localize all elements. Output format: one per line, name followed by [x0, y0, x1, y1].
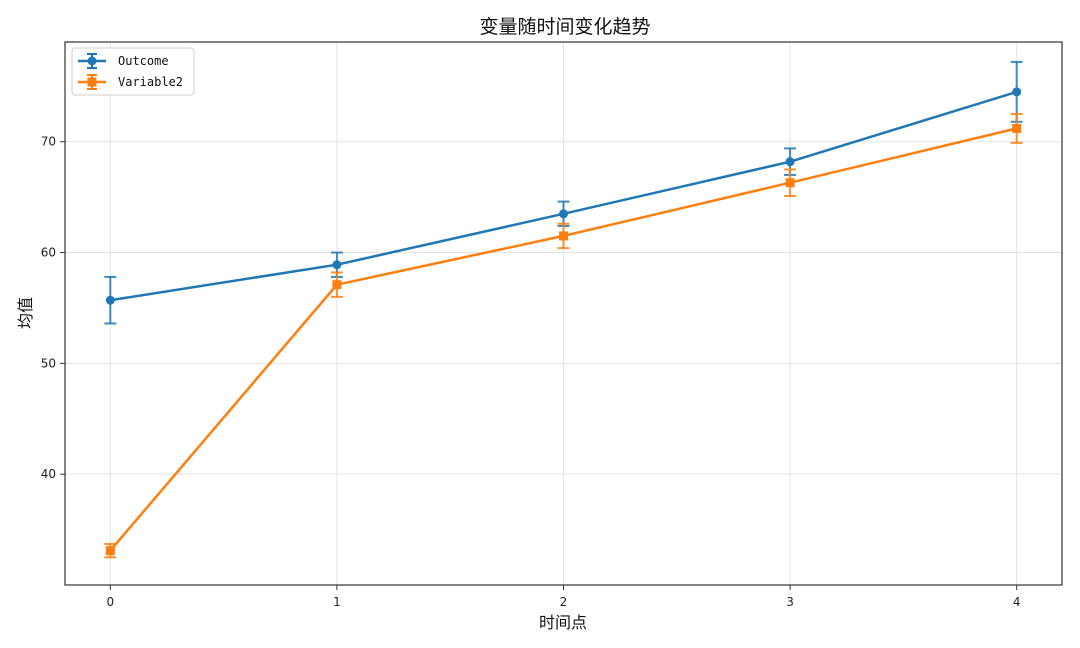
legend-marker-variable2 [87, 77, 97, 87]
y-tick-label-0: 40 [41, 467, 56, 481]
x-tick-label-4: 4 [1013, 595, 1021, 609]
legend-marker-outcome [87, 56, 97, 66]
data-point-variable2-1 [332, 280, 342, 290]
data-point-outcome-3 [785, 157, 795, 167]
y-tick-label-1: 50 [41, 356, 56, 370]
data-point-variable2-4 [1012, 123, 1022, 133]
legend-label-outcome: Outcome [118, 54, 169, 68]
legend-entry-variable2: Variable2 [78, 74, 183, 90]
x-axis-label: 时间点 [539, 613, 587, 632]
x-tick-label-0: 0 [106, 595, 114, 609]
data-point-variable2-3 [785, 178, 795, 188]
y-tick-label-3: 70 [41, 135, 56, 149]
x-tick-label-3: 3 [786, 595, 794, 609]
data-point-outcome-1 [332, 260, 342, 270]
y-tick-label-2: 60 [41, 246, 56, 260]
data-point-outcome-2 [559, 209, 568, 219]
legend-entry-outcome: Outcome [78, 53, 169, 69]
data-point-variable2-0 [105, 546, 115, 556]
x-tick-label-2: 2 [560, 595, 568, 609]
series-group [104, 60, 1023, 559]
x-tick-label-1: 1 [333, 595, 341, 609]
y-axis-label: 均值 [16, 297, 35, 329]
data-point-outcome-4 [1012, 87, 1022, 97]
series-variable2 [104, 113, 1023, 559]
data-point-outcome-0 [105, 295, 115, 305]
grid [65, 42, 1062, 585]
legend-label-variable2: Variable2 [118, 75, 183, 89]
data-point-variable2-2 [559, 231, 568, 241]
chart-title: 变量随时间变化趋势 [479, 16, 650, 38]
series-outcome [104, 60, 1023, 325]
axes: 0 1 2 3 4 40 50 60 70 [41, 135, 1021, 609]
legend: Outcome Variable2 [71, 47, 195, 96]
